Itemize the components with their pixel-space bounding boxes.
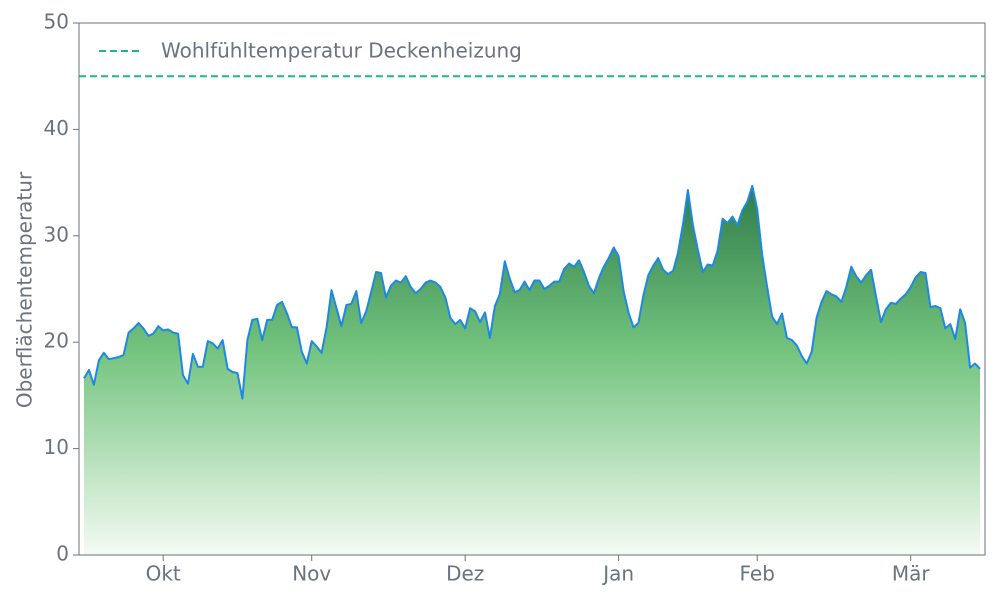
plot-frame bbox=[78, 22, 986, 556]
y-tick-label: 20 bbox=[44, 329, 69, 353]
y-tick-label: 30 bbox=[44, 222, 69, 246]
x-tick-label: Nov bbox=[292, 562, 331, 586]
y-tick-label: 0 bbox=[56, 542, 69, 566]
y-tick-label: 40 bbox=[44, 116, 69, 140]
x-tick-label: Mär bbox=[892, 562, 931, 586]
y-tick-label: 50 bbox=[44, 10, 69, 34]
x-tick-label: Feb bbox=[740, 562, 775, 586]
y-axis-label: Oberflächentemperatur bbox=[13, 171, 37, 408]
legend-label: Wohlfühltemperatur Deckenheizung bbox=[161, 39, 522, 63]
x-tick-label: Okt bbox=[146, 562, 181, 586]
x-tick-label: Jan bbox=[601, 562, 634, 586]
area-fill bbox=[84, 185, 980, 556]
x-tick-label: Dez bbox=[446, 562, 484, 586]
y-tick-label: 10 bbox=[44, 435, 69, 459]
line bbox=[83, 184, 981, 400]
